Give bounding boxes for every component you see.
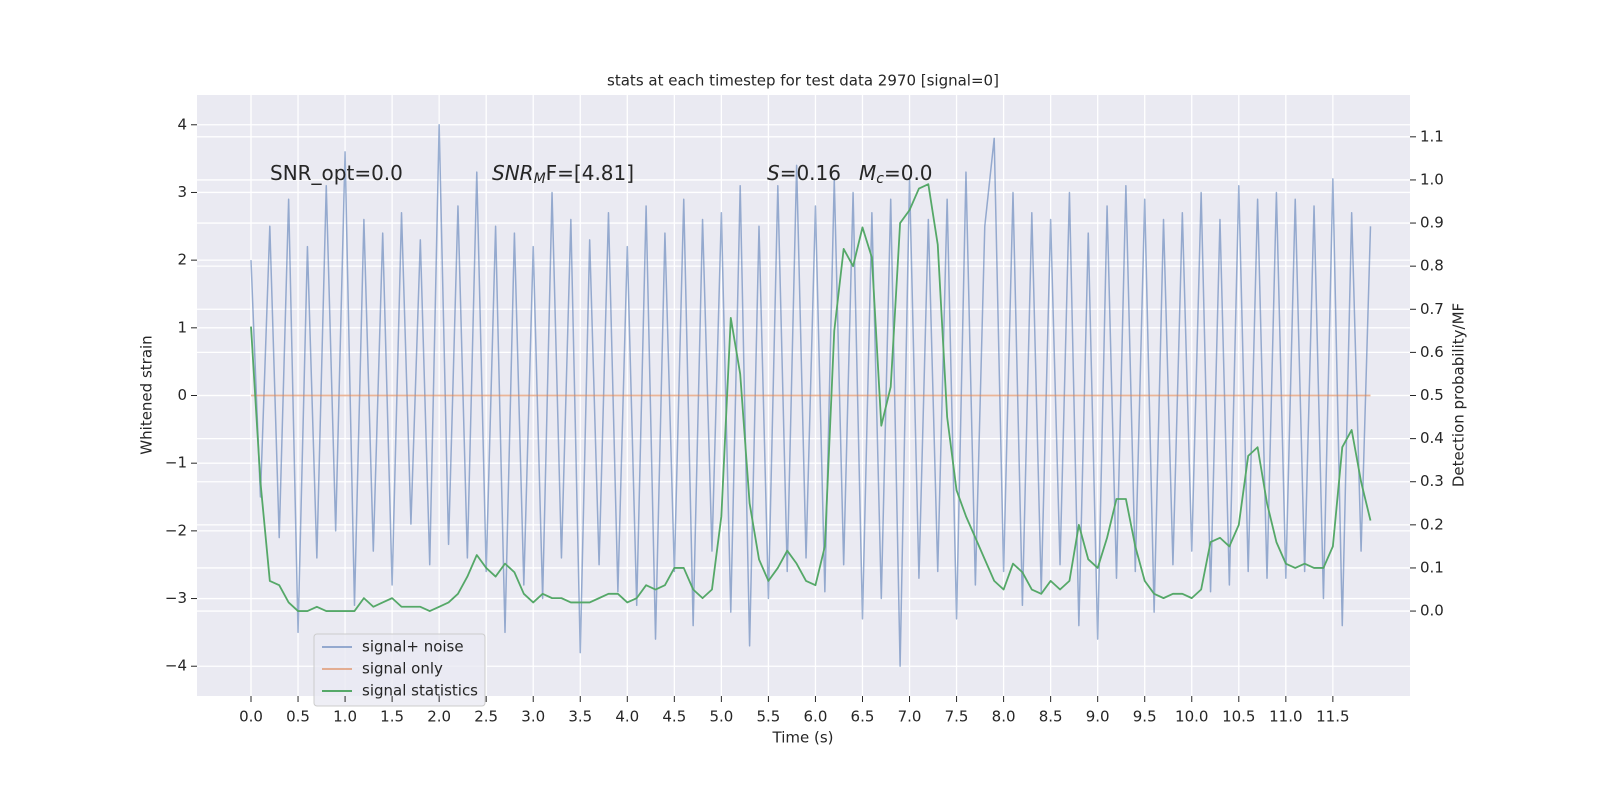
- y-tick-label: −2: [165, 521, 187, 539]
- y2-tick-label: 1.1: [1420, 127, 1444, 145]
- x-tick-label: 9.0: [1086, 708, 1110, 726]
- annotation-sub: c: [876, 171, 884, 187]
- annotation-text: SNR: [492, 161, 534, 185]
- x-tick-label: 6.0: [804, 708, 828, 726]
- x-tick-label: 3.5: [568, 708, 592, 726]
- legend-label: signal statistics: [362, 682, 478, 700]
- x-tick-label: 0.0: [239, 708, 263, 726]
- annotation: SNRMF=[4.81]: [492, 161, 634, 188]
- annotation: Mc=0.0: [859, 161, 933, 188]
- x-tick-label: 11.5: [1316, 708, 1349, 726]
- x-tick-label: 11.0: [1269, 708, 1302, 726]
- x-tick-label: 2.5: [474, 708, 498, 726]
- x-tick-label: 7.0: [898, 708, 922, 726]
- annotation-text: M: [859, 161, 876, 185]
- y-tick-label: −3: [165, 589, 187, 607]
- annotation-text: SNR_opt=0.0: [270, 161, 403, 185]
- marks: [250, 124, 1372, 667]
- y-tick-label: 0: [177, 386, 187, 404]
- x-tick-label: 4.5: [662, 708, 686, 726]
- y2-tick-label: 0.3: [1420, 472, 1444, 490]
- x-tick-label: 10.0: [1175, 708, 1208, 726]
- y-tick-label: 1: [177, 318, 187, 336]
- annotation: S=0.16: [767, 161, 841, 185]
- annotation-sub: M: [534, 171, 546, 187]
- y2-tick-label: 0.2: [1420, 515, 1444, 533]
- x-tick-label: 8.0: [992, 708, 1016, 726]
- annotation: SNR_opt=0.0: [270, 161, 403, 185]
- x-tick-label: 5.0: [709, 708, 733, 726]
- y2-tick-label: 0.5: [1420, 386, 1444, 404]
- series-line: [250, 183, 1372, 612]
- y2-tick-label: 0.9: [1420, 214, 1444, 232]
- x-tick-label: 2.0: [427, 708, 451, 726]
- y2-tick-label: 0.1: [1420, 558, 1444, 576]
- y2-axis-label: Detection probability/MF: [1450, 303, 1468, 487]
- y-axis-label: Whitened strain: [138, 335, 156, 454]
- x-tick-label: 0.5: [286, 708, 310, 726]
- y2-tick-label: 0.6: [1420, 343, 1444, 361]
- y2-tick-label: 1.0: [1420, 170, 1444, 188]
- annotation-rest: =0.16: [780, 161, 841, 185]
- y-tick-label: 3: [177, 183, 187, 201]
- chart-title: stats at each timestep for test data 297…: [607, 72, 999, 90]
- annotation-text: S: [767, 161, 780, 185]
- y2-tick-label: 0.0: [1420, 602, 1444, 620]
- x-tick-label: 8.5: [1039, 708, 1063, 726]
- x-tick-label: 3.0: [521, 708, 545, 726]
- annotation-rest: =0.0: [884, 161, 933, 185]
- y2-tick-label: 0.7: [1420, 300, 1444, 318]
- y2-tick-label: 0.4: [1420, 429, 1444, 447]
- x-tick-label: 7.5: [945, 708, 969, 726]
- annotations: SNR_opt=0.0 SNRMF=[4.81] S=0.16 Mc=0.0: [270, 161, 933, 188]
- x-tick-label: 6.5: [851, 708, 875, 726]
- x-tick-label: 10.5: [1222, 708, 1255, 726]
- y-tick-label: −4: [165, 657, 187, 675]
- legend-label: signal only: [362, 660, 443, 678]
- legend-label: signal+ noise: [362, 638, 464, 656]
- y-tick-label: −1: [165, 454, 187, 472]
- x-tick-label: 1.5: [380, 708, 404, 726]
- x-tick-label: 9.5: [1133, 708, 1157, 726]
- y-tick-label: 2: [177, 251, 187, 269]
- series-line: [250, 124, 1372, 667]
- legend-box: [313, 633, 486, 707]
- x-tick-label: 5.5: [756, 708, 780, 726]
- legend: signal+ noise signal only signal statistic…: [313, 633, 486, 707]
- x-tick-label: 1.0: [333, 708, 357, 726]
- annotation-rest: F=[4.81]: [546, 161, 634, 185]
- x-axis-label: Time (s): [772, 729, 834, 747]
- x-tick-label: 4.0: [615, 708, 639, 726]
- y-tick-label: 4: [177, 115, 187, 133]
- y2-tick-label: 0.8: [1420, 257, 1444, 275]
